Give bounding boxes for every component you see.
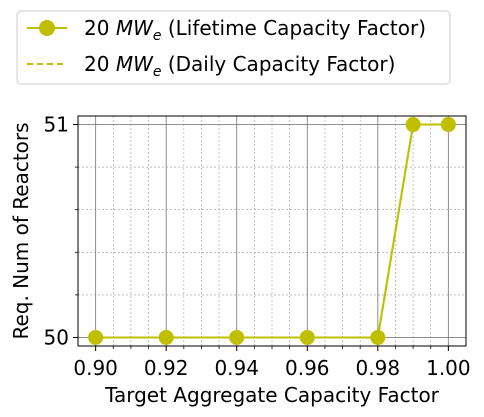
x-tick-label: 0.90 — [73, 356, 118, 380]
data-point-lifetime — [370, 329, 386, 345]
data-point-lifetime — [440, 117, 456, 133]
series-layer — [88, 117, 456, 345]
data-point-lifetime — [158, 329, 174, 345]
data-point-lifetime — [229, 329, 245, 345]
y-tick-label: 51 — [44, 113, 69, 137]
legend-marker-lifetime — [39, 20, 55, 36]
y-tick-label: 50 — [44, 325, 69, 349]
ticks: 0.90 0.92 0.94 0.96 0.98 1.00 50 51 — [44, 113, 471, 380]
legend: 20 MWe (Lifetime Capacity Factor) 20 MWe… — [16, 10, 451, 85]
legend-entry-lifetime: 20 MWe (Lifetime Capacity Factor) — [84, 16, 426, 44]
data-point-lifetime — [299, 329, 315, 345]
x-tick-label: 0.96 — [285, 356, 330, 380]
x-tick-label: 1.00 — [426, 356, 471, 380]
data-point-lifetime — [88, 329, 104, 345]
x-tick-label: 0.92 — [144, 356, 189, 380]
legend-frame — [16, 10, 451, 85]
x-axis-label: Target Aggregate Capacity Factor — [104, 383, 440, 407]
x-tick-label: 0.94 — [214, 356, 259, 380]
legend-entry-daily: 20 MWe (Daily Capacity Factor) — [84, 52, 395, 80]
x-tick-label: 0.98 — [356, 356, 401, 380]
data-point-lifetime — [405, 117, 421, 133]
y-axis-label: Req. Num of Reactors — [9, 122, 33, 339]
